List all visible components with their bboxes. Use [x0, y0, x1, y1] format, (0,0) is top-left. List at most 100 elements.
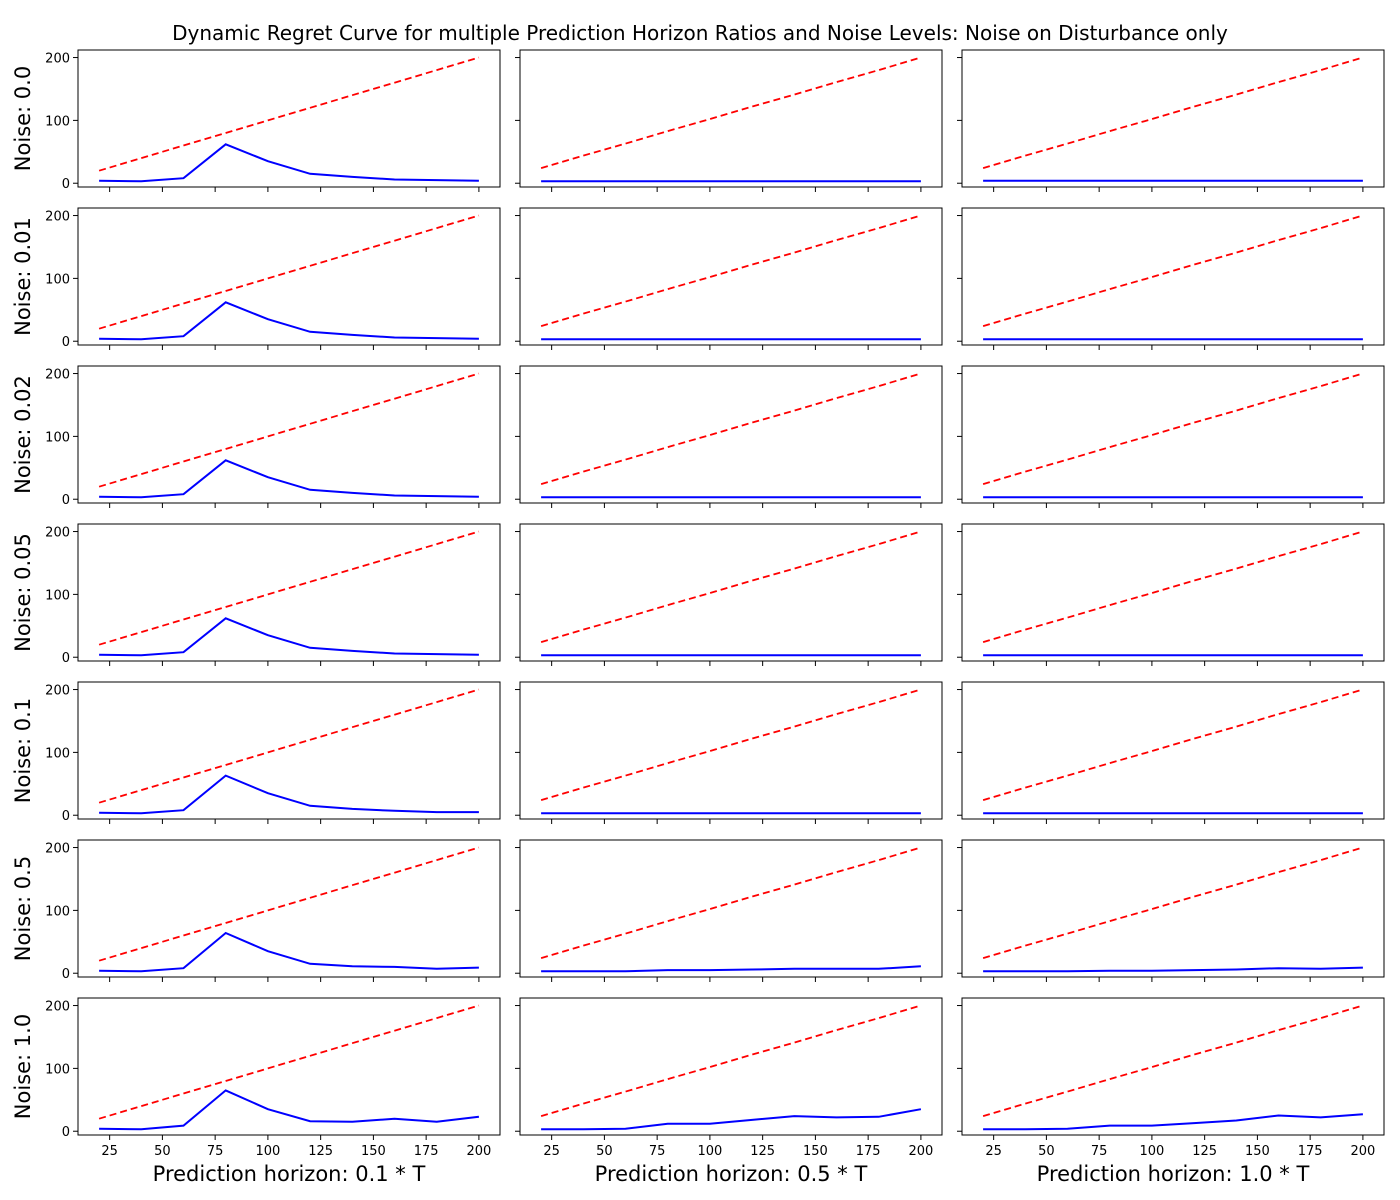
y-tick-label: 200	[45, 842, 70, 857]
subplot-r5-c1	[515, 839, 943, 982]
x-tick-label: 150	[361, 1144, 386, 1159]
axes-frame	[77, 49, 501, 188]
subplot-r2-c0: 0 100 200	[45, 365, 501, 508]
axes-frame	[77, 839, 501, 978]
x-tick-label: 125	[1192, 1144, 1217, 1159]
axes-frame	[77, 365, 501, 504]
x-tick-label: 100	[255, 1144, 280, 1159]
subplot-r2-c1	[515, 365, 943, 508]
y-tick-label: 0	[62, 177, 70, 192]
regret-line	[99, 931, 479, 973]
x-tick-label: 100	[697, 1144, 722, 1159]
y-tick-label: 0	[62, 651, 70, 666]
axes-frame	[519, 49, 943, 188]
bound-line	[982, 1004, 1364, 1117]
axes-frame	[77, 681, 501, 820]
bound-line	[98, 214, 480, 330]
y-tick-label: 100	[45, 430, 70, 445]
regret-line	[541, 965, 921, 973]
subplot-r6-c2: 25 50 75 100 125 150 175 200	[957, 997, 1385, 1159]
row-ylabel: Noise: 0.5	[11, 856, 35, 961]
column-xlabel: Prediction horizon: 0.5 * T	[595, 1162, 868, 1186]
x-tick-label: 75	[1091, 1144, 1108, 1159]
regret-line	[99, 617, 479, 657]
y-tick-label: 0	[62, 809, 70, 824]
bound-line	[540, 846, 922, 959]
axes-frame	[961, 49, 1385, 188]
bound-line	[98, 530, 480, 646]
bound-line	[540, 214, 922, 327]
regret-line	[99, 459, 479, 499]
bound-line	[982, 214, 1364, 327]
subplot-r2-c2	[957, 365, 1385, 508]
y-tick-label: 100	[45, 272, 70, 287]
x-tick-label: 25	[985, 1144, 1002, 1159]
regret-line	[983, 1113, 1363, 1131]
y-tick-label: 100	[45, 588, 70, 603]
bound-line	[540, 372, 922, 485]
subplot-r0-c2	[957, 49, 1385, 192]
x-tick-label: 200	[908, 1144, 933, 1159]
x-tick-label: 175	[856, 1144, 881, 1159]
subplot-grid: 0 100 200 Noise: 0.0 0 100 200 Noise: 0.01 0 100 2…	[11, 49, 1385, 1186]
regret-line	[99, 143, 479, 183]
subplot-r5-c2	[957, 839, 1385, 982]
subplot-r6-c0: 0 100 200 25 50 75 100 125 150 175 200	[45, 997, 501, 1159]
axes-frame	[77, 523, 501, 662]
axes-frame	[961, 523, 1385, 662]
x-tick-label: 200	[1350, 1144, 1375, 1159]
y-tick-label: 100	[45, 1062, 70, 1077]
bound-line	[982, 688, 1364, 801]
bound-line	[982, 56, 1364, 169]
axes-frame	[519, 523, 943, 662]
subplot-r4-c0: 0 100 200	[45, 681, 501, 824]
y-tick-label: 100	[45, 904, 70, 919]
subplot-r5-c0: 0 100 200	[45, 839, 501, 982]
regret-line	[983, 966, 1363, 973]
x-tick-label: 25	[543, 1144, 560, 1159]
row-ylabel: Noise: 0.0	[11, 66, 35, 171]
row-ylabel: Noise: 0.05	[11, 533, 35, 652]
axes-frame	[519, 839, 943, 978]
regret-line	[541, 1108, 922, 1131]
x-tick-label: 50	[596, 1144, 613, 1159]
bound-line	[98, 846, 480, 962]
bound-line	[540, 688, 922, 801]
axes-frame	[961, 681, 1385, 820]
x-tick-label: 75	[649, 1144, 666, 1159]
bound-line	[98, 688, 480, 804]
x-tick-label: 175	[414, 1144, 439, 1159]
y-tick-label: 200	[45, 52, 70, 67]
y-tick-label: 200	[45, 368, 70, 383]
x-tick-label: 125	[308, 1144, 333, 1159]
row-ylabel: Noise: 0.02	[11, 375, 35, 494]
regret-line	[99, 774, 479, 815]
bound-line	[98, 372, 480, 488]
x-tick-label: 50	[154, 1144, 171, 1159]
axes-frame	[961, 207, 1385, 346]
subplot-r3-c2	[957, 523, 1385, 666]
x-tick-label: 125	[750, 1144, 775, 1159]
axes-frame	[519, 681, 943, 820]
y-tick-label: 100	[45, 114, 70, 129]
row-ylabel: Noise: 1.0	[11, 1014, 35, 1119]
y-tick-label: 200	[45, 684, 70, 699]
subplot-r3-c0: 0 100 200	[45, 523, 501, 666]
subplot-r3-c1	[515, 523, 943, 666]
column-xlabel: Prediction horizon: 1.0 * T	[1037, 1162, 1310, 1186]
row-ylabel: Noise: 0.01	[11, 217, 35, 336]
x-tick-label: 100	[1139, 1144, 1164, 1159]
axes-frame	[961, 997, 1385, 1136]
regret-line	[99, 1089, 480, 1131]
bound-line	[982, 530, 1364, 643]
subplot-r4-c1	[515, 681, 943, 824]
bound-line	[540, 1004, 922, 1117]
x-tick-label: 25	[101, 1144, 118, 1159]
bound-line	[98, 56, 480, 172]
x-tick-label: 150	[803, 1144, 828, 1159]
x-tick-label: 75	[207, 1144, 224, 1159]
axes-frame	[77, 997, 501, 1136]
row-ylabel: Noise: 0.1	[11, 698, 35, 803]
axes-frame	[77, 207, 501, 346]
x-tick-label: 200	[466, 1144, 491, 1159]
